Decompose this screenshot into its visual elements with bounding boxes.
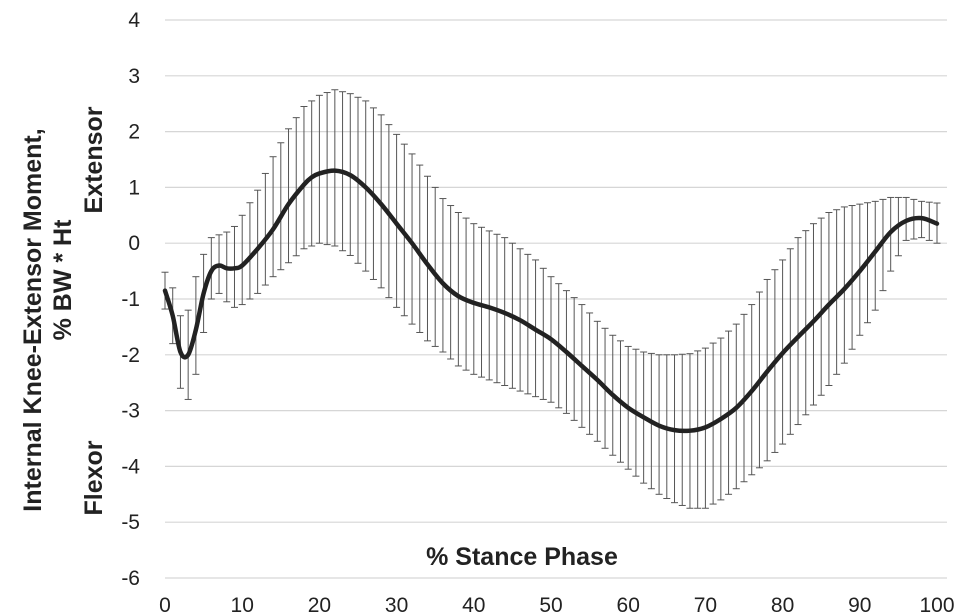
error-bar xyxy=(833,209,841,375)
error-bar xyxy=(825,212,833,386)
x-tick-label: 90 xyxy=(848,594,871,616)
error-bar xyxy=(277,142,285,271)
x-tick-label: 40 xyxy=(462,594,485,616)
error-bar xyxy=(331,89,339,247)
error-bar xyxy=(315,94,323,244)
y-tick-label: -4 xyxy=(121,455,140,478)
x-tick-label: 80 xyxy=(771,594,794,616)
extensor-annotation: Extensor xyxy=(80,106,108,213)
error-bar xyxy=(416,164,424,333)
y-tick-label: 1 xyxy=(128,176,140,199)
error-bar xyxy=(300,105,308,250)
error-bar xyxy=(439,198,447,353)
error-bar xyxy=(840,206,848,364)
y-tick-label: -3 xyxy=(121,400,140,423)
error-bar xyxy=(802,230,810,416)
error-bar xyxy=(269,156,277,278)
y-tick-label: 3 xyxy=(128,65,140,88)
error-bar xyxy=(408,153,416,325)
x-tick-labels: 0 10 20 30 40 50 60 70 80 90 100 xyxy=(159,594,954,616)
x-axis-label: % Stance Phase xyxy=(426,543,618,571)
y-tick-label: -5 xyxy=(121,511,140,534)
x-tick-label: 0 xyxy=(159,594,171,616)
y-tick-labels: 4 3 2 1 0 -1 -2 -3 -4 -5 -6 xyxy=(121,9,140,590)
error-bar xyxy=(809,223,817,406)
error-bar xyxy=(431,186,439,347)
error-bar xyxy=(478,226,486,378)
y-tick-label: -2 xyxy=(121,344,140,367)
y-tick-label: -1 xyxy=(121,288,140,311)
error-bar xyxy=(462,217,470,371)
x-tick-label: 50 xyxy=(539,594,562,616)
y-axis-label-line1: Internal Knee-Extensor Moment, xyxy=(19,128,47,511)
x-tick-label: 100 xyxy=(919,594,954,616)
error-bar xyxy=(323,92,331,246)
error-bar xyxy=(786,248,794,435)
x-tick-label: 10 xyxy=(231,594,254,616)
y-axis-label-line2: % BW * Ht xyxy=(49,219,77,341)
y-tick-label: -6 xyxy=(121,567,140,590)
error-bar xyxy=(308,100,316,247)
error-bar xyxy=(292,117,300,257)
y-tick-label: 4 xyxy=(128,9,140,32)
error-bar xyxy=(254,189,262,294)
error-bar xyxy=(454,212,462,367)
error-bar xyxy=(238,214,246,306)
y-tick-label: 2 xyxy=(128,121,140,144)
error-bar xyxy=(871,200,879,311)
error-bar xyxy=(794,237,802,426)
x-tick-label: 70 xyxy=(694,594,717,616)
error-bar xyxy=(470,223,478,375)
x-tick-label: 20 xyxy=(308,594,331,616)
error-bar xyxy=(246,202,254,300)
error-bar xyxy=(447,205,455,360)
grid-lines xyxy=(165,19,947,579)
x-tick-label: 30 xyxy=(385,594,408,616)
flexor-annotation: Flexor xyxy=(80,440,108,515)
error-bar xyxy=(423,175,431,342)
error-bar xyxy=(817,217,825,396)
error-bar xyxy=(261,172,269,286)
series-group xyxy=(162,168,940,434)
error-bar xyxy=(285,128,293,264)
mean-line xyxy=(162,168,940,434)
x-tick-label: 60 xyxy=(617,594,640,616)
y-tick-label: 0 xyxy=(128,232,140,255)
